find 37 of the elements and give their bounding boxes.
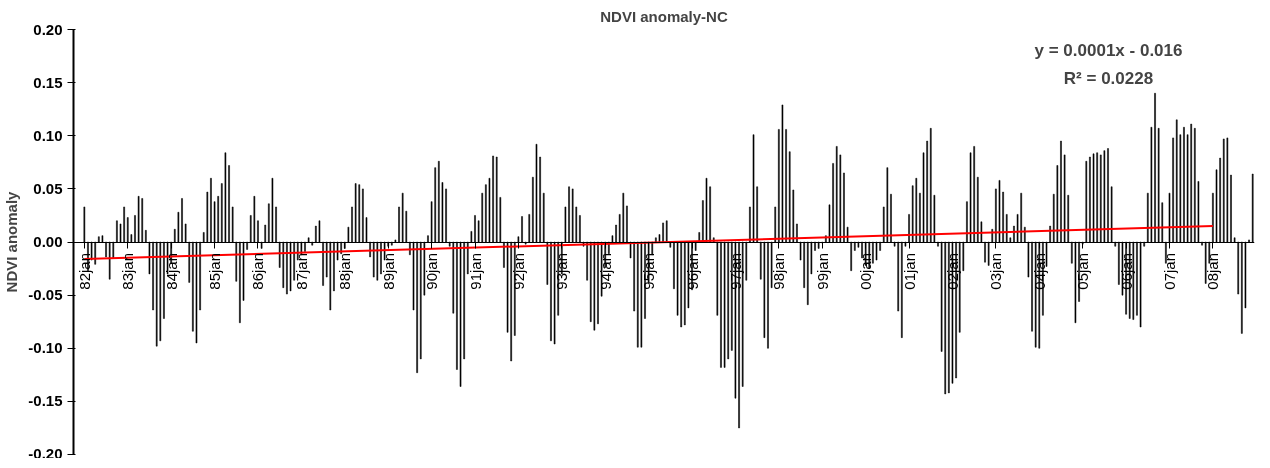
x-tick-label: 94jan [596, 253, 614, 290]
y-tick-label: -0.10 [28, 339, 63, 357]
y-tick-label: -0.20 [28, 444, 63, 462]
x-tick-label: 99jan [813, 253, 831, 290]
x-tick-label: 87jan [292, 253, 310, 290]
y-tick-label: 0.10 [33, 126, 63, 144]
x-tick-label: 93jan [553, 253, 571, 290]
y-tick-label: 0.15 [33, 73, 63, 91]
x-tick-label: 89jan [379, 253, 397, 290]
x-tick-label: 01jan [900, 253, 918, 290]
annotation: y = 0.0001x - 0.016 [1034, 40, 1183, 60]
x-tick-label: 04jan [1030, 253, 1048, 290]
y-tick-label: -0.05 [28, 286, 63, 304]
x-tick-label: 96jan [683, 253, 701, 290]
annotation: R² = 0.0228 [1063, 68, 1154, 88]
x-tick-label: 84jan [162, 253, 180, 290]
y-axis-title: NDVI anomaly [3, 190, 21, 293]
x-tick-label: 91jan [466, 253, 484, 290]
x-tick-label: 07jan [1161, 253, 1178, 290]
x-tick-label: 82jan [75, 253, 93, 290]
y-tick-label: 0.05 [33, 179, 63, 197]
x-tick-label: 85jan [206, 253, 224, 290]
x-tick-label: 90jan [423, 253, 441, 290]
x-tick-label: 88jan [336, 253, 354, 290]
x-tick-label: 98jan [770, 253, 788, 290]
chart-title: NDVI anomaly-NC [600, 7, 728, 25]
x-tick-label: 83jan [119, 253, 137, 290]
x-tick-label: 05jan [1074, 253, 1092, 290]
y-tick-label: -0.15 [28, 392, 63, 410]
y-tick-label: 0.20 [33, 20, 63, 38]
x-tick-label: 86jan [249, 253, 267, 290]
x-tick-label: 08jan [1204, 253, 1222, 290]
x-tick-label: 03jan [987, 253, 1005, 290]
x-tick-label: 95jan [640, 253, 658, 290]
x-tick-label: 00jan [857, 253, 875, 290]
y-tick-label: 0.00 [33, 233, 63, 250]
x-tick-label: 92jan [509, 253, 527, 290]
